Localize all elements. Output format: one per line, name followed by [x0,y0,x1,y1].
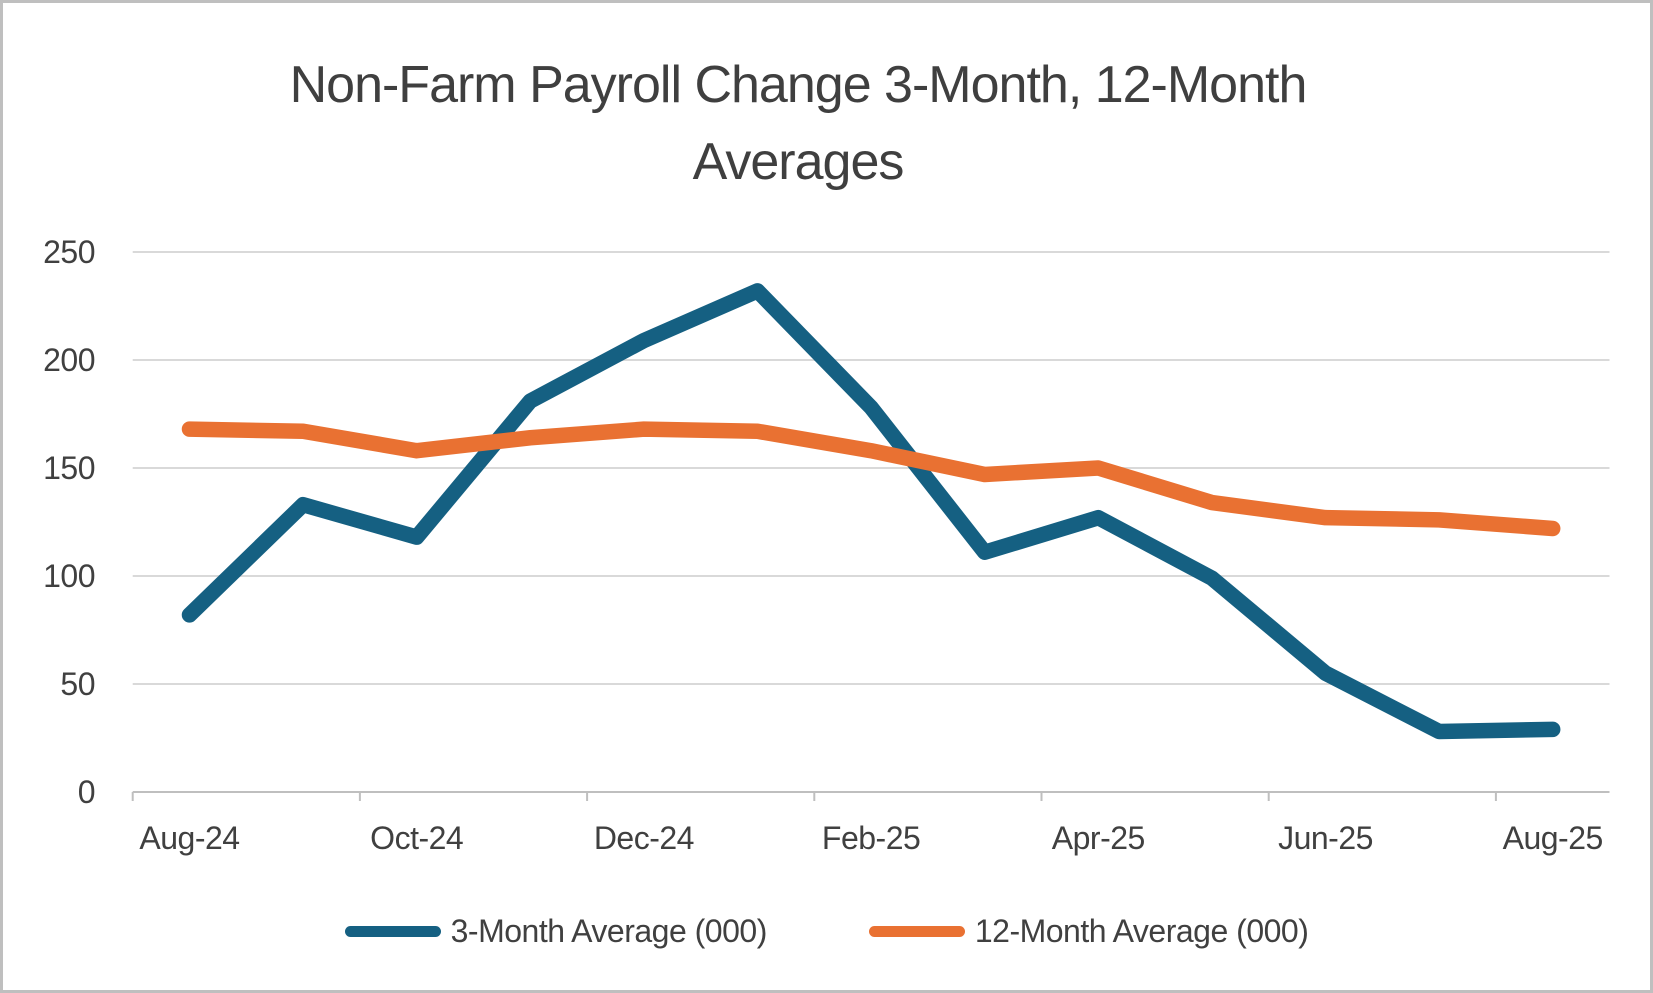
y-axis-label-150: 150 [43,450,95,486]
y-axis-label-50: 50 [60,666,95,702]
legend-item-3-month: 3-Month Average (000) [344,912,768,950]
x-axis-label-Aug-24: Aug-24 [139,820,240,856]
x-axis-label-Dec-24: Dec-24 [593,820,695,856]
chart-title-line1: Non-Farm Payroll Change 3-Month, 12-Mont… [289,56,1308,114]
x-axis-label-Oct-24: Oct-24 [370,820,464,856]
y-axis-label-100: 100 [43,558,95,594]
x-axis-label-Aug-25: Aug-25 [1502,820,1604,856]
y-axis-label-250: 250 [43,234,95,270]
plot-area [131,251,1610,801]
x-axis-label-Jun-25: Jun-25 [1278,820,1373,856]
x-axis-label-Apr-25: Apr-25 [1051,820,1146,856]
legend: 3-Month Average (000) 12-Month Average (… [3,912,1650,950]
y-axis-label-0: 0 [77,774,96,810]
x-axis-label-Feb-25: Feb-25 [821,820,921,856]
chart-title-line2: Averages [692,133,905,191]
legend-swatch-3-month-line [344,925,441,937]
series-line-3-month-average [181,283,1561,740]
legend-label-12-month: 12-Month Average (000) [974,913,1309,949]
series-line-12-month-average [181,421,1561,537]
chart-title: Non-Farm Payroll Change 3-Month, 12-Mont… [3,47,1593,201]
legend-item-12-month: 12-Month Average (000) [868,912,1309,950]
legend-swatch-12-month-line [868,925,965,937]
legend-label-3-month: 3-Month Average (000) [450,913,768,949]
y-axis-label-200: 200 [43,342,95,378]
